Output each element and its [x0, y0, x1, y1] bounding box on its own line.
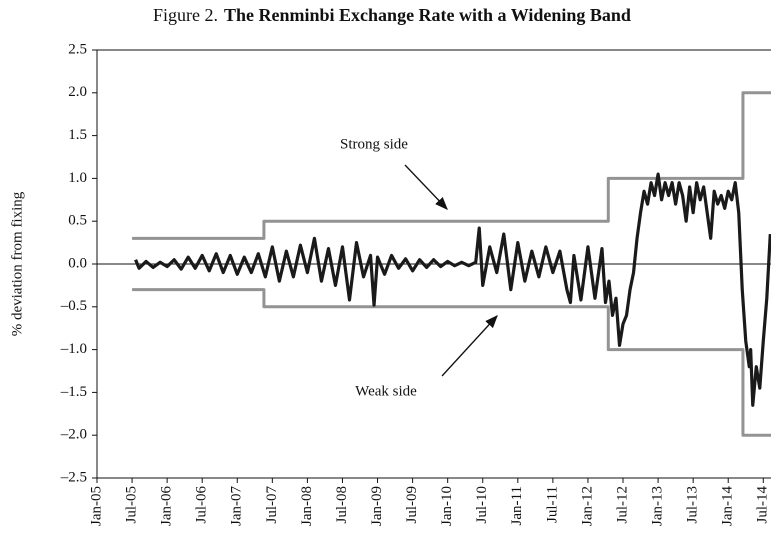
- y-tick-label: –2.0: [60, 427, 87, 443]
- x-tick-label: Jul-10: [474, 486, 490, 524]
- x-tick-label: Jul-07: [264, 486, 280, 524]
- x-tick-label: Jul-13: [685, 486, 701, 524]
- y-tick-label: –1.0: [60, 341, 87, 357]
- figure-label: Figure 2.: [153, 5, 218, 25]
- x-tick-label: Jan-13: [650, 486, 666, 526]
- x-tick-label: Jul-11: [544, 486, 560, 523]
- deviation-line: [134, 172, 771, 407]
- band-line: [132, 91, 771, 240]
- y-tick-label: –0.5: [60, 298, 87, 314]
- annotation: Strong side: [340, 136, 408, 152]
- annotation: Weak side: [355, 383, 417, 399]
- x-tick-label: Jan-11: [509, 486, 525, 525]
- x-tick-label: Jan-08: [299, 486, 315, 526]
- y-tick-label: 0.0: [68, 255, 87, 271]
- y-tick-label: –1.5: [60, 384, 87, 400]
- x-tick-label: Jul-14: [755, 486, 771, 524]
- y-tick-label: 1.0: [68, 170, 87, 186]
- x-tick-label: Jan-06: [159, 486, 175, 526]
- y-tick-label: –2.5: [60, 469, 87, 485]
- x-tick-label: Jul-09: [404, 486, 420, 524]
- arrow: [404, 164, 448, 210]
- y-tick-label: 2.5: [68, 41, 87, 57]
- x-tick-label: Jan-12: [579, 486, 595, 526]
- y-tick-label: 0.5: [68, 213, 87, 229]
- y-tick-label: 1.5: [68, 127, 87, 143]
- x-tick-label: Jul-08: [334, 486, 350, 524]
- title: Figure 2. The Renminbi Exchange Rate with…: [153, 5, 631, 25]
- y-tick-label: 2.0: [68, 84, 87, 100]
- y-axis-label: % deviation from fixing: [9, 191, 25, 336]
- chart-title: The Renminbi Exchange Rate with a Wideni…: [224, 5, 631, 25]
- x-tick-label: Jan-09: [369, 486, 385, 526]
- x-tick-label: Jan-07: [229, 486, 245, 526]
- x-tick-label: Jan-14: [720, 486, 736, 526]
- x-tick-label: Jan-10: [439, 486, 455, 526]
- x-tick-label: Jan-05: [88, 486, 104, 526]
- arrow: [441, 315, 498, 377]
- band-line: [132, 288, 771, 437]
- x-tick-label: Jul-12: [614, 486, 630, 524]
- x-tick-label: Jul-05: [124, 486, 140, 524]
- x-tick-label: Jul-06: [194, 486, 210, 524]
